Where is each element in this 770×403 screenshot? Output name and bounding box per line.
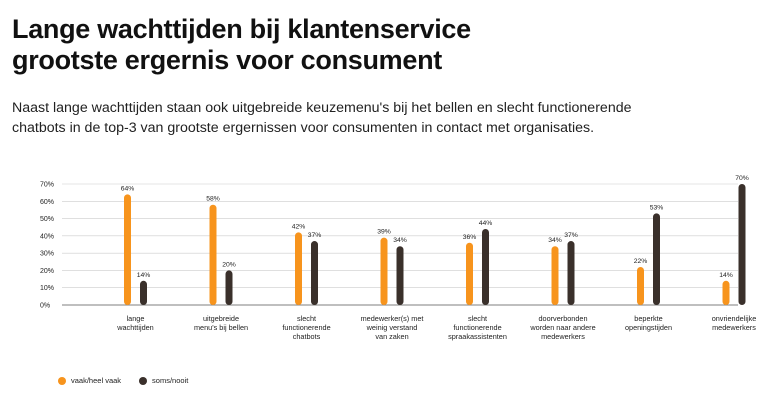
x-tick-label: onvriendelijke: [712, 314, 757, 323]
bar-value-label: 34%: [393, 237, 407, 244]
bar: [722, 280, 730, 305]
legend-label-soms: soms/nooit: [152, 376, 189, 385]
x-tick-label: doorverbonden: [538, 314, 587, 323]
title-line-1: Lange wachttijden bij klantenservice: [12, 14, 471, 44]
bar: [380, 237, 388, 305]
y-tick-label: 0%: [40, 303, 50, 310]
page-subtitle: Naast lange wachttijden staan ook uitgeb…: [12, 98, 752, 138]
bar: [140, 280, 147, 305]
bar-value-label: 39%: [377, 229, 391, 236]
legend-swatch-soms: [139, 376, 148, 385]
bar-value-label: 53%: [650, 204, 664, 211]
bar-value-label: 22%: [634, 258, 648, 265]
x-tick-label: lange: [127, 314, 145, 323]
y-tick-label: 50%: [40, 216, 54, 223]
title-line-2: grootste ergernis voor consument: [12, 45, 442, 75]
bar-value-label: 70%: [735, 175, 749, 182]
bar: [482, 228, 489, 305]
bar: [567, 241, 575, 305]
x-tick-label: beperkte: [634, 314, 662, 323]
bar: [738, 184, 746, 305]
bar-value-label: 14%: [719, 272, 733, 279]
x-tick-label: slecht: [468, 314, 487, 323]
x-tick-label: wachttijden: [116, 323, 154, 332]
bar-value-label: 20%: [222, 261, 236, 268]
x-tick-label: spraakassistenten: [448, 332, 507, 341]
y-tick-label: 70%: [40, 182, 54, 189]
y-tick-label: 30%: [40, 251, 54, 258]
bar-value-label: 42%: [292, 223, 306, 230]
bar-value-label: 58%: [206, 196, 220, 203]
y-tick-label: 60%: [40, 199, 54, 206]
bar: [225, 270, 233, 305]
x-tick-label: menu's bij bellen: [194, 323, 248, 332]
bar-value-label: 64%: [121, 185, 135, 192]
bar: [396, 246, 404, 305]
bar-value-label: 34%: [548, 237, 562, 244]
bar-value-label: 36%: [463, 234, 477, 241]
bar-value-label: 44%: [479, 220, 493, 227]
bar-value-label: 37%: [308, 232, 322, 239]
x-tick-label: slecht: [297, 314, 316, 323]
x-tick-label: worden naar andere: [529, 323, 595, 332]
chart-legend: vaak/heel vaak soms/nooit: [58, 376, 206, 385]
legend-swatch-vaak: [58, 376, 66, 385]
bar: [653, 213, 660, 305]
y-tick-label: 20%: [40, 268, 54, 275]
x-tick-label: weinig verstand: [366, 323, 418, 332]
bar: [295, 232, 302, 305]
bar-value-label: 14%: [137, 272, 151, 279]
x-tick-label: functionerende: [453, 323, 501, 332]
x-tick-label: medewerkers: [541, 332, 585, 341]
x-tick-label: functionerende: [282, 323, 330, 332]
page-title: Lange wachttijden bij klantenservice gro…: [12, 14, 752, 76]
bar: [466, 242, 473, 305]
subtitle-line-1: Naast lange wachttijden staan ook uitgeb…: [12, 100, 632, 116]
legend-label-vaak: vaak/heel vaak: [71, 376, 122, 385]
subtitle-line-2: chatbots in de top-3 van grootste ergern…: [12, 120, 595, 136]
x-tick-label: uitgebreide: [203, 314, 239, 323]
x-tick-label: chatbots: [293, 332, 321, 341]
bar: [637, 266, 644, 305]
x-tick-label: van zaken: [375, 332, 408, 341]
legend-item-soms: soms/nooit: [139, 376, 188, 385]
bar-value-label: 37%: [564, 232, 578, 239]
bar: [124, 194, 131, 305]
y-tick-label: 10%: [40, 285, 54, 292]
bar: [311, 241, 318, 305]
x-tick-label: openingstijden: [625, 323, 672, 332]
y-tick-label: 40%: [40, 233, 54, 240]
x-tick-label: medewerker(s) met: [361, 314, 424, 323]
legend-item-vaak: vaak/heel vaak: [58, 376, 121, 385]
bar-chart: 0% 10% 20% 30% 40% 50% 60% 70% 64% 14% langewachtt…: [40, 175, 757, 341]
bar: [551, 246, 559, 305]
bar: [209, 204, 217, 305]
x-tick-label: medewerkers: [712, 323, 756, 332]
